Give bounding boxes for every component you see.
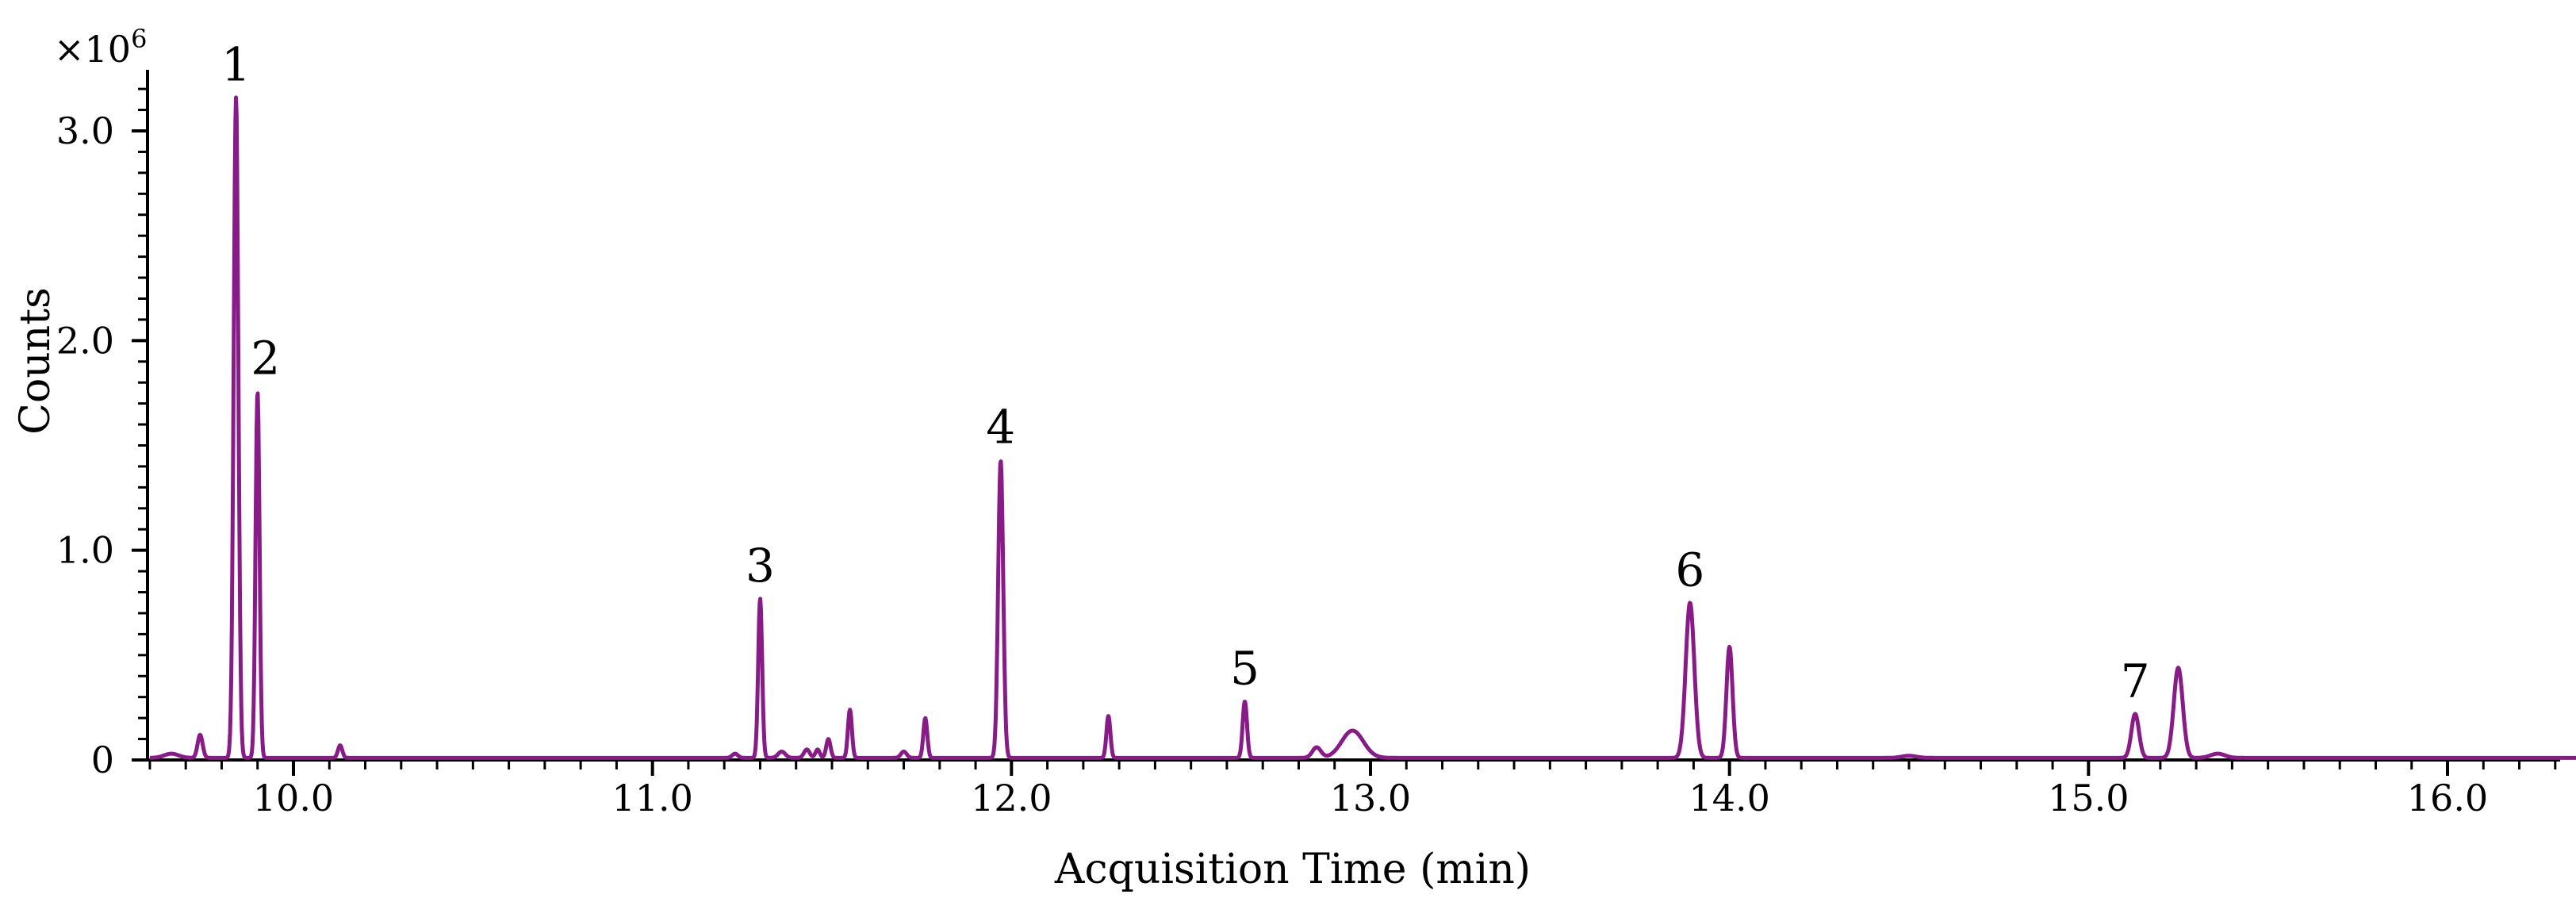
y-tick-label: 3.0 bbox=[56, 109, 114, 152]
peak-label-5: 5 bbox=[1230, 642, 1259, 696]
y-multiplier-exponent: 6 bbox=[131, 24, 147, 54]
peak-label-7: 7 bbox=[2121, 654, 2150, 708]
axes bbox=[146, 70, 2560, 762]
peak-label-3: 3 bbox=[746, 539, 775, 593]
x-tick-label: 14.0 bbox=[1689, 777, 1769, 819]
x-ticks: 10.0 11.0 12.0 13.0 14.0 15.0 16.0 bbox=[148, 760, 2557, 819]
x-tick-label: 11.0 bbox=[611, 777, 692, 819]
x-tick-label: 12.0 bbox=[971, 777, 1052, 819]
y-ticks: 0 1.0 2.0 3.0 bbox=[56, 87, 148, 781]
y-axis-label: Counts bbox=[12, 287, 59, 435]
peak-label-4: 4 bbox=[986, 401, 1015, 455]
x-tick-label: 15.0 bbox=[2048, 777, 2129, 819]
x-tick-label: 10.0 bbox=[253, 777, 334, 819]
x-axis-label: Acquisition Time (min) bbox=[1054, 846, 1531, 893]
chromatogram-trace bbox=[148, 95, 2576, 760]
y-multiplier: ×106 bbox=[54, 24, 147, 71]
x-tick-label: 13.0 bbox=[1330, 777, 1411, 819]
peak-label-2: 2 bbox=[251, 331, 280, 385]
peak-label-1: 1 bbox=[221, 37, 251, 91]
peak-label-6: 6 bbox=[1675, 543, 1704, 597]
y-tick-label: 2.0 bbox=[56, 319, 114, 362]
y-tick-label: 0 bbox=[91, 739, 114, 781]
x-tick-label: 16.0 bbox=[2407, 777, 2488, 819]
y-tick-label: 1.0 bbox=[56, 529, 114, 572]
peak-labels: 1 2 3 4 5 6 7 bbox=[221, 37, 2150, 708]
